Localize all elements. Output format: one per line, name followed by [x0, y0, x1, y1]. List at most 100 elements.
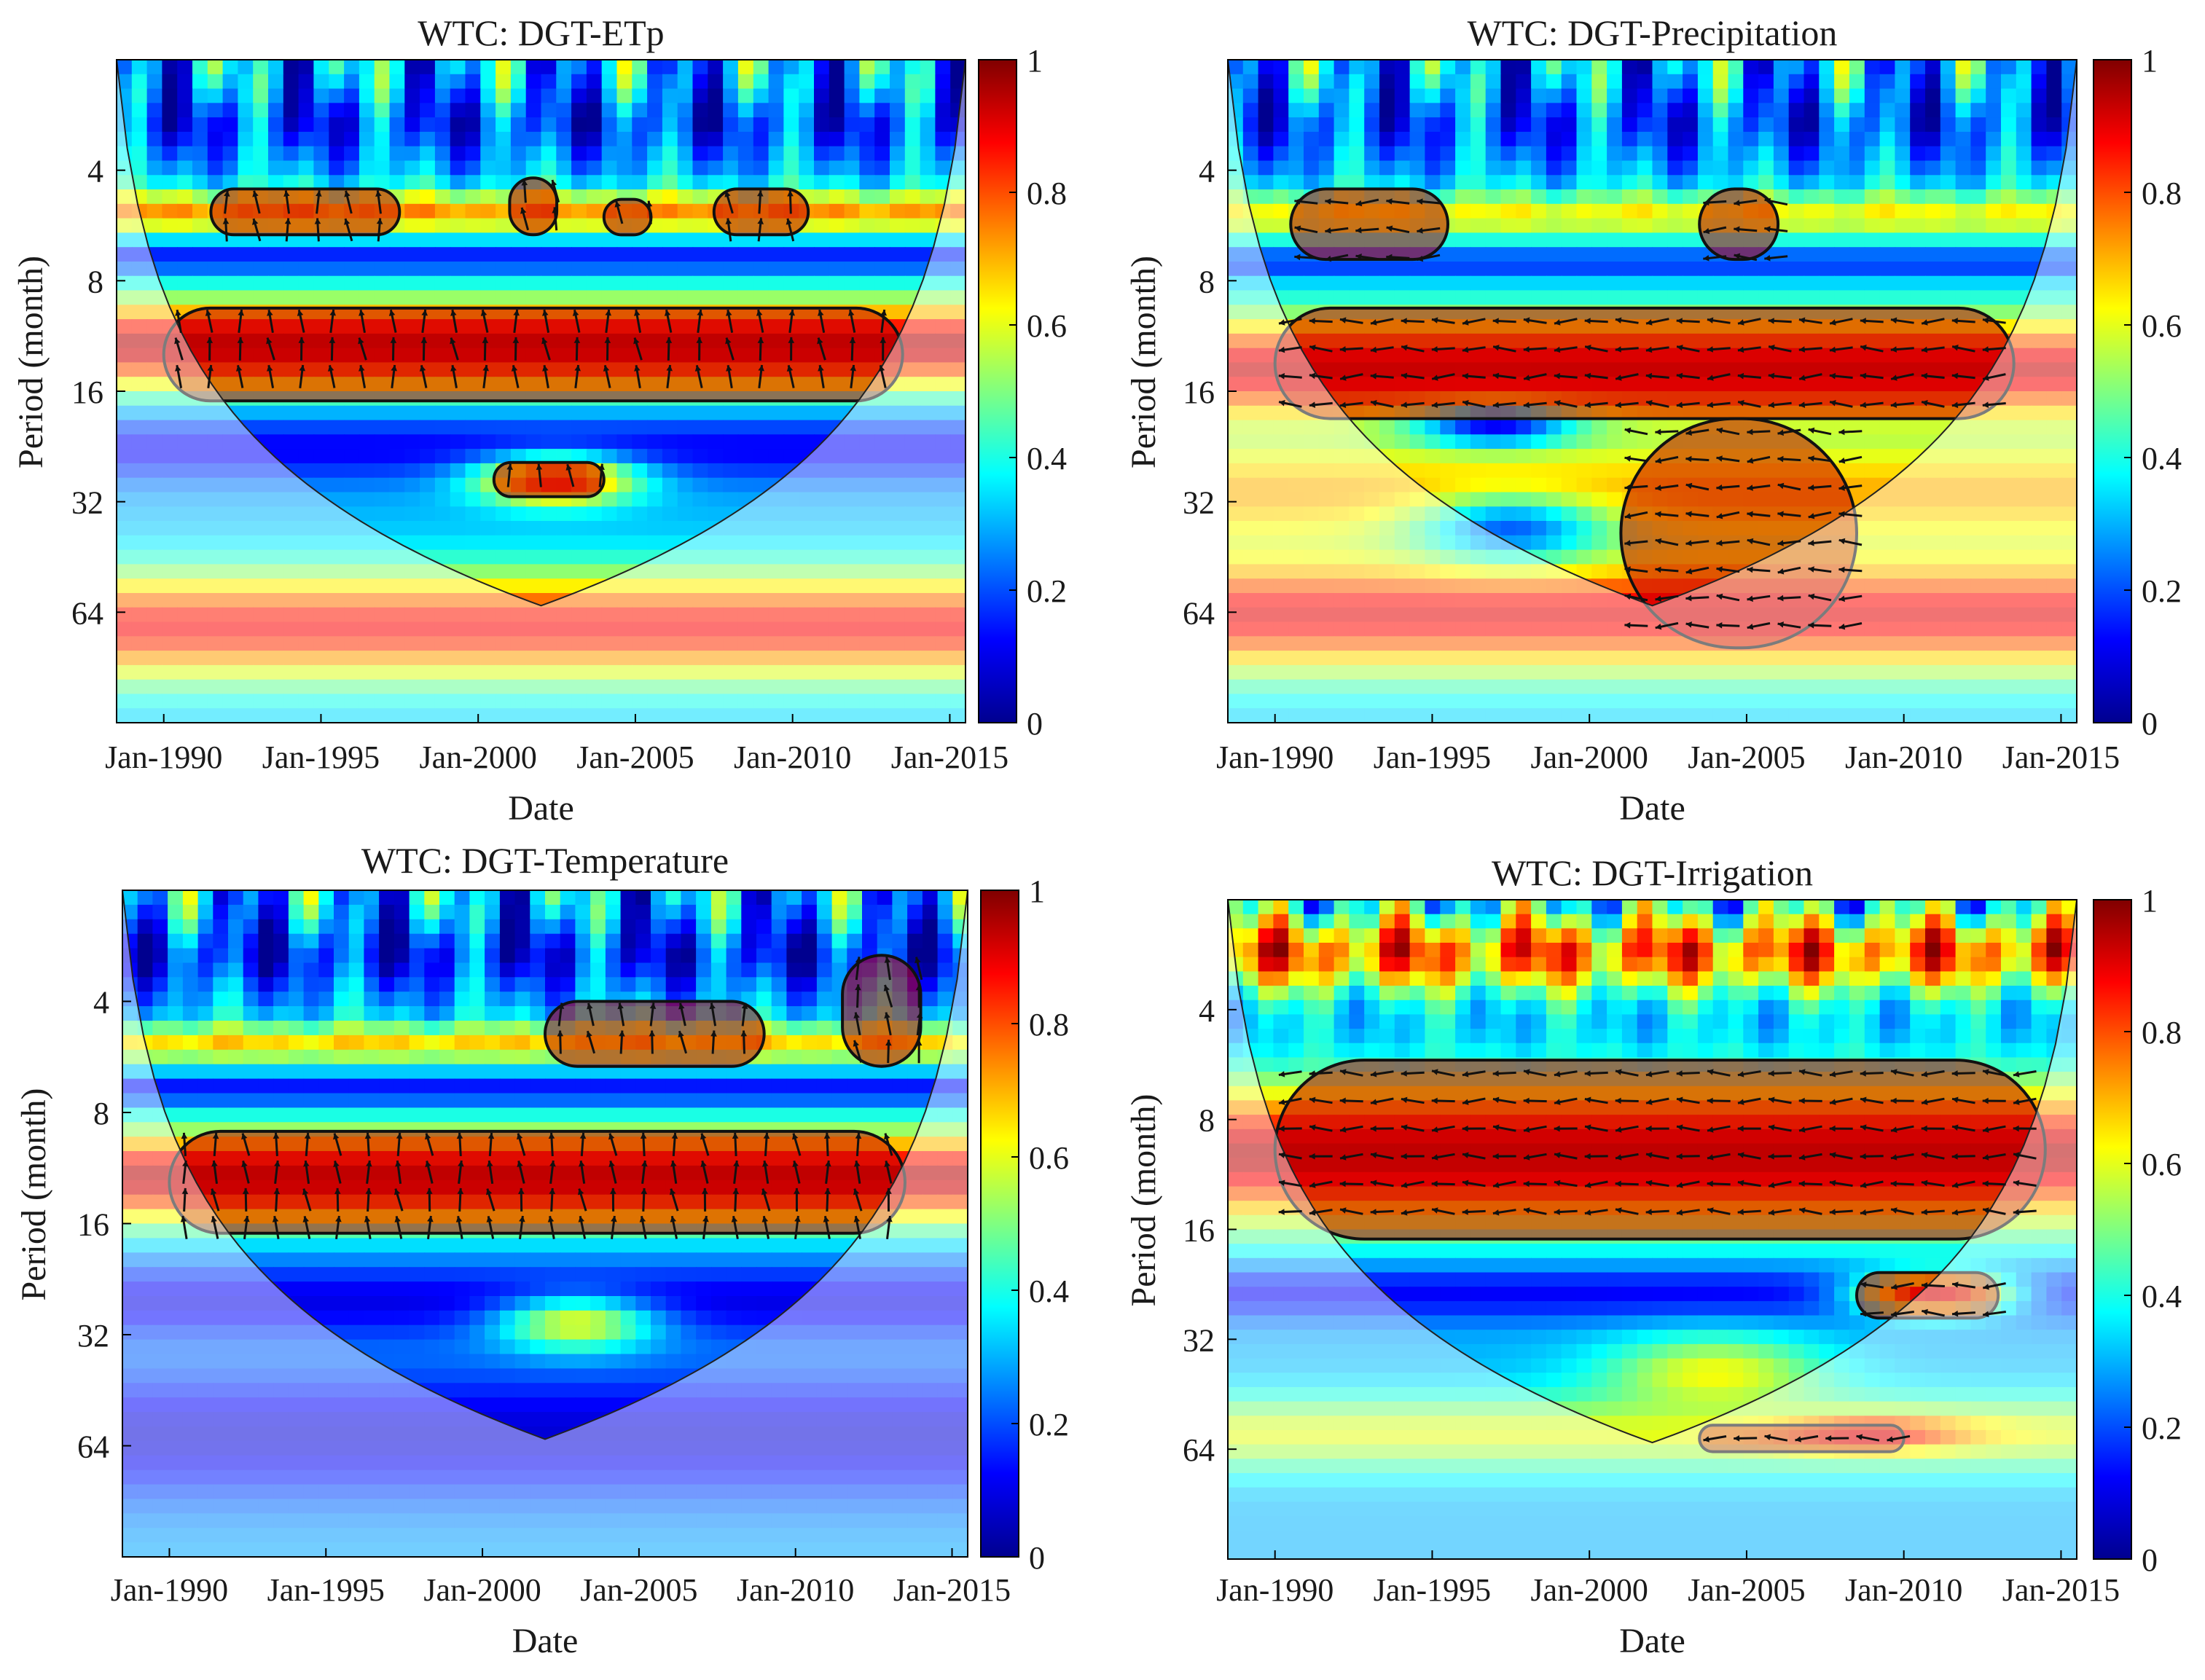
- heatmap-cell: [298, 593, 315, 608]
- heatmap-cell: [1333, 88, 1350, 104]
- heatmap-cell: [2061, 175, 2077, 190]
- heatmap-cell: [465, 160, 482, 176]
- heatmap-cell: [1288, 420, 1304, 436]
- heatmap-cell: [1273, 521, 1289, 536]
- heatmap-cell: [1683, 160, 1699, 176]
- heatmap-cell: [374, 175, 391, 190]
- heatmap-cell: [359, 88, 375, 104]
- heatmap-cell: [480, 103, 496, 118]
- heatmap-cell: [753, 708, 769, 723]
- heatmap-cell: [238, 131, 254, 147]
- heatmap-cell: [192, 60, 208, 75]
- phase-arrow: [238, 309, 244, 333]
- phase-arrow: [598, 463, 605, 487]
- heatmap-cell: [480, 232, 496, 248]
- heatmap-cell: [420, 664, 436, 680]
- heatmap-cell: [1273, 103, 1289, 118]
- heatmap-cell: [1712, 88, 1729, 104]
- heatmap-cell: [904, 218, 921, 234]
- heatmap-cell: [496, 506, 512, 522]
- heatmap-cell: [510, 578, 527, 594]
- heatmap-cell: [616, 74, 633, 90]
- phase-arrow: [480, 309, 489, 333]
- heatmap-cell: [616, 664, 633, 680]
- coherence-heatmap: [117, 60, 966, 723]
- heatmap-cell: [1242, 477, 1259, 493]
- heatmap-cell: [677, 189, 694, 205]
- heatmap-cell: [1788, 290, 1805, 306]
- heatmap-cell: [556, 578, 572, 594]
- heatmap-cell: [1455, 247, 1471, 262]
- heatmap-cell: [632, 449, 648, 464]
- heatmap-cell: [1864, 103, 1881, 118]
- heatmap-cell: [1895, 103, 1911, 118]
- heatmap-cell: [692, 651, 709, 666]
- heatmap-cell: [329, 694, 345, 709]
- heatmap-cell: [2031, 319, 2048, 334]
- heatmap-cell: [632, 578, 648, 594]
- heatmap-cell: [1485, 275, 1502, 291]
- heatmap-cell: [1561, 420, 1578, 436]
- heatmap-cell: [359, 593, 375, 608]
- heatmap-cell: [1561, 218, 1578, 234]
- heatmap-cell: [131, 74, 148, 90]
- heatmap-cell: [298, 679, 315, 695]
- heatmap-cell: [1986, 463, 2002, 479]
- heatmap-cell: [677, 290, 694, 306]
- heatmap-cell: [1318, 506, 1335, 522]
- heatmap-cell: [708, 88, 724, 104]
- heatmap-cell: [844, 463, 861, 479]
- heatmap-cell: [1561, 88, 1578, 104]
- heatmap-cell: [1425, 535, 1441, 551]
- heatmap-cell: [192, 218, 208, 234]
- heatmap-cell: [207, 420, 224, 436]
- heatmap-cell: [708, 449, 724, 464]
- heatmap-cell: [450, 708, 466, 723]
- heatmap-cell: [737, 477, 754, 493]
- heatmap-cell: [1864, 275, 1881, 291]
- heatmap-cell: [496, 131, 512, 147]
- heatmap-cell: [465, 593, 482, 608]
- heatmap-cell: [571, 175, 587, 190]
- heatmap-cell: [1895, 74, 1911, 90]
- heatmap-cell: [935, 405, 951, 421]
- heatmap-cell: [859, 593, 875, 608]
- heatmap-cell: [1910, 232, 1926, 248]
- heatmap-cell: [344, 262, 360, 277]
- heatmap-cell: [1879, 290, 1896, 306]
- heatmap-cell: [1288, 492, 1304, 508]
- heatmap-cell: [404, 607, 420, 623]
- heatmap-cell: [616, 549, 633, 565]
- heatmap-cell: [829, 262, 845, 277]
- heatmap-cell: [192, 549, 208, 565]
- heatmap-cell: [1970, 420, 1986, 436]
- heatmap-cell: [465, 708, 482, 723]
- heatmap-cell: [1637, 434, 1653, 450]
- heatmap-cell: [359, 506, 375, 522]
- heatmap-cell: [329, 74, 345, 90]
- heatmap-cell: [1273, 290, 1289, 306]
- heatmap-cell: [935, 449, 951, 464]
- heatmap-cell: [571, 664, 587, 680]
- heatmap-cell: [268, 477, 284, 493]
- heatmap-cell: [556, 88, 572, 104]
- heatmap-cell: [677, 708, 694, 723]
- heatmap-cell: [450, 463, 466, 479]
- heatmap-cell: [1591, 290, 1607, 306]
- heatmap-cell: [1910, 103, 1926, 118]
- heatmap-cell: [268, 708, 284, 723]
- heatmap-cell: [1273, 160, 1289, 176]
- heatmap-cell: [1470, 203, 1487, 219]
- heatmap-cell: [298, 651, 315, 666]
- heatmap-cell: [1242, 103, 1259, 118]
- heatmap-cell: [480, 247, 496, 262]
- significance-contour: [508, 176, 559, 237]
- heatmap-cell: [313, 247, 329, 262]
- heatmap-cell: [890, 189, 906, 205]
- heatmap-cell: [238, 434, 254, 450]
- heatmap-cell: [117, 549, 133, 565]
- heatmap-cell: [222, 521, 239, 536]
- heatmap-cell: [1683, 60, 1699, 75]
- heatmap-cell: [662, 434, 678, 450]
- heatmap-cell: [480, 117, 496, 133]
